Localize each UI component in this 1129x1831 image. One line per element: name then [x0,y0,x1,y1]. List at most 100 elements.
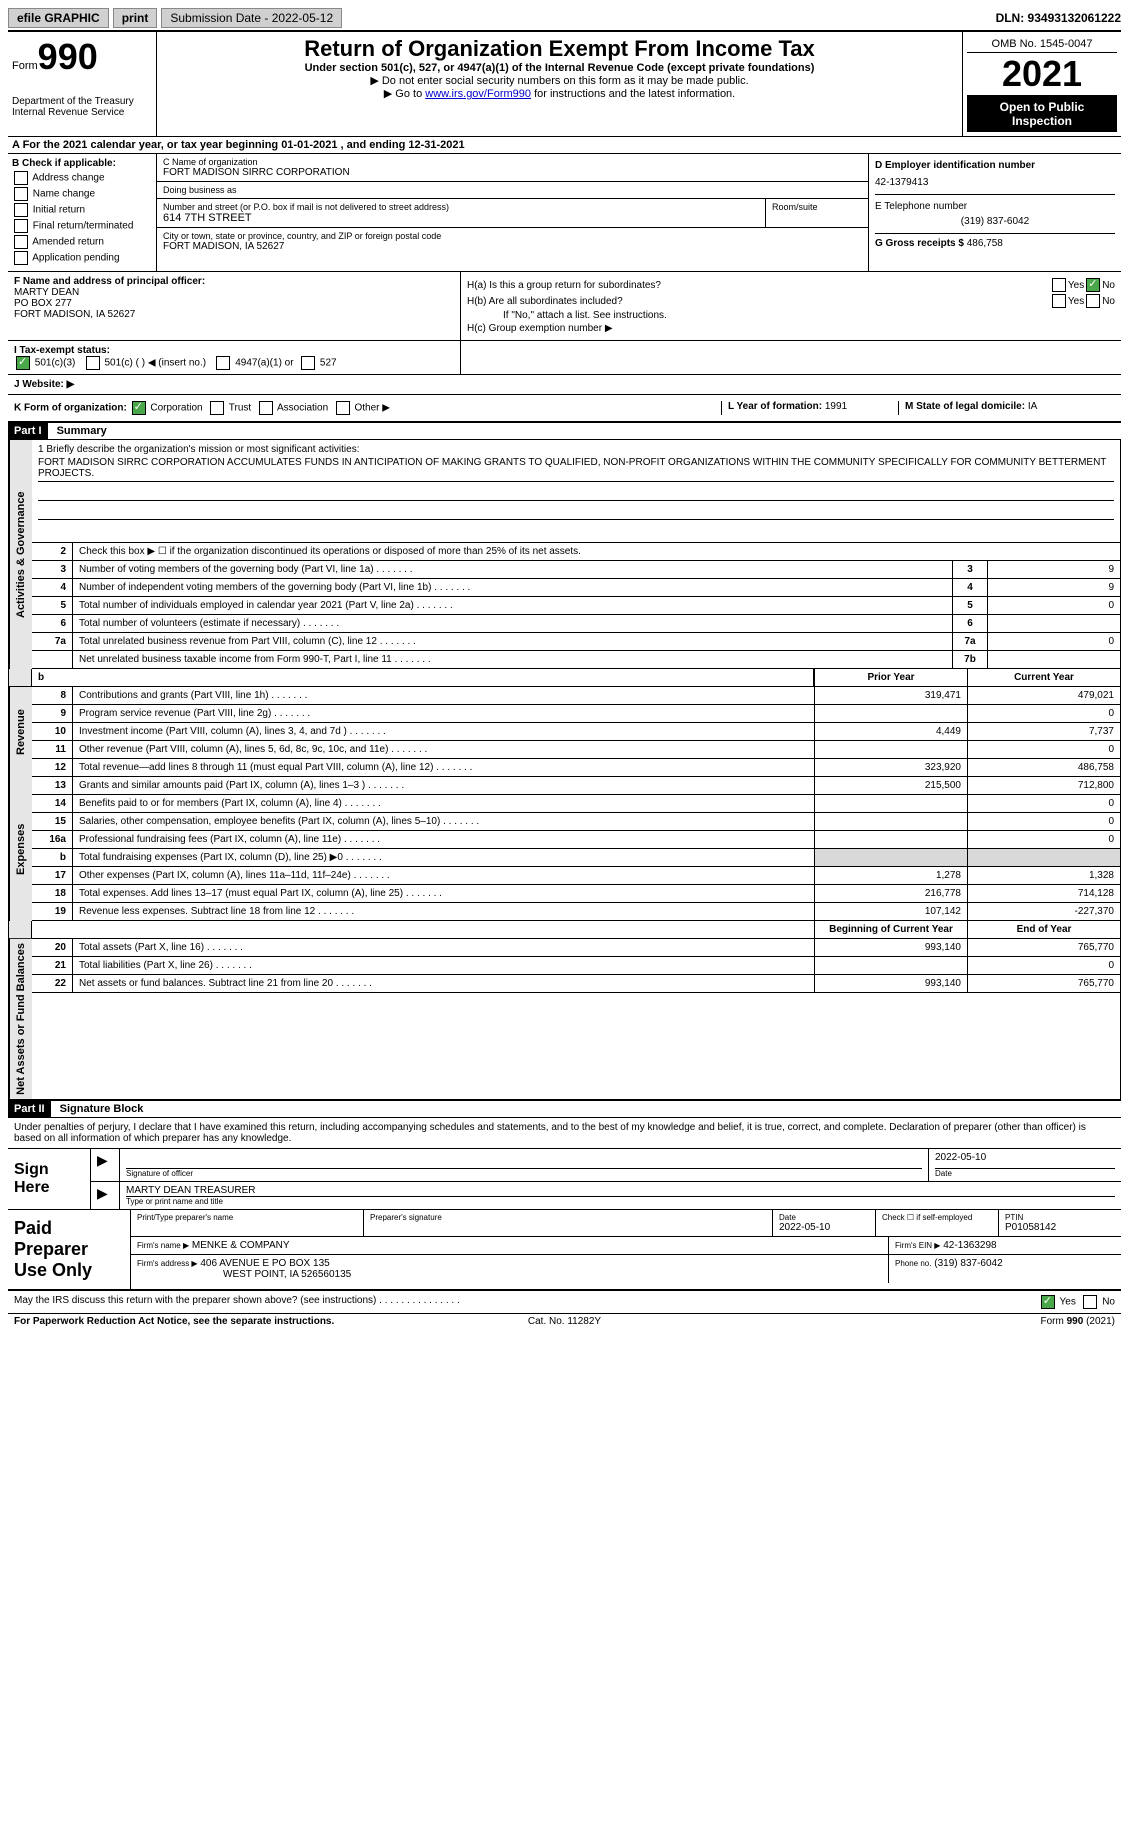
hb-no[interactable] [1086,294,1100,308]
form-header: Form990 Department of the Treasury Inter… [8,32,1121,137]
table-row: 9Program service revenue (Part VIII, lin… [32,705,1120,723]
block-fh: F Name and address of principal officer:… [8,272,1121,341]
open-inspection: Open to Public Inspection [967,96,1117,132]
header-left: Form990 Department of the Treasury Inter… [8,32,157,136]
box-b: B Check if applicable: Address change Na… [8,154,157,271]
chk-assoc[interactable] [259,401,273,415]
form-org-label: K Form of organization: [14,403,127,414]
ein-value: 42-1379413 [875,177,1115,188]
table-row: 7aTotal unrelated business revenue from … [32,633,1120,651]
table-row: 13Grants and similar amounts paid (Part … [32,777,1120,795]
table-row: 14Benefits paid to or for members (Part … [32,795,1120,813]
paperwork-notice: For Paperwork Reduction Act Notice, see … [14,1316,381,1327]
table-row: 5Total number of individuals employed in… [32,597,1120,615]
form-title: Return of Organization Exempt From Incom… [165,36,954,62]
chk-501c[interactable] [86,356,100,370]
paid-preparer-block: Paid Preparer Use Only Print/Type prepar… [8,1210,1121,1291]
omb-number: OMB No. 1545-0047 [967,36,1117,53]
line-i: I Tax-exempt status: 501(c)(3) 501(c) ( … [8,341,1121,375]
gross-value: 486,758 [967,238,1003,249]
sig-name: MARTY DEAN TREASURER [126,1185,1115,1197]
chk-other[interactable] [336,401,350,415]
chk-trust[interactable] [210,401,224,415]
line-a: A For the 2021 calendar year, or tax yea… [8,137,1121,154]
block-bcd: B Check if applicable: Address change Na… [8,154,1121,272]
discuss-row: May the IRS discuss this return with the… [8,1291,1121,1314]
tax-year: 2021 [967,53,1117,96]
col-current: Current Year [967,669,1120,686]
officer-name: MARTY DEAN [14,287,454,298]
q1-label: 1 Briefly describe the organization's mi… [38,444,1114,455]
sig-declaration: Under penalties of perjury, I declare th… [8,1118,1121,1149]
table-row: Net unrelated business taxable income fr… [32,651,1120,669]
city-label: City or town, state or province, country… [163,231,862,241]
table-row: 22Net assets or fund balances. Subtract … [32,975,1120,993]
table-row: 15Salaries, other compensation, employee… [32,813,1120,831]
chk-527[interactable] [301,356,315,370]
table-row: 8Contributions and grants (Part VIII, li… [32,687,1120,705]
table-row: 12Total revenue—add lines 8 through 11 (… [32,759,1120,777]
box-c: C Name of organization FORT MADISON SIRR… [157,154,869,271]
dln-label: DLN: 93493132061222 [996,11,1121,25]
phone-label: E Telephone number [875,201,1115,212]
chk-address-change[interactable]: Address change [12,171,152,185]
table-row: 11Other revenue (Part VIII, column (A), … [32,741,1120,759]
tab-net-assets: Net Assets or Fund Balances [9,939,32,1099]
firm-addr2: WEST POINT, IA 526560135 [223,1269,351,1280]
row-2: 2 Check this box ▶ ☐ if the organization… [32,543,1120,561]
dba-label: Doing business as [163,185,862,195]
addr-value: 614 7TH STREET [163,212,759,224]
chk-application-pending[interactable]: Application pending [12,251,152,265]
form-subtitle: Under section 501(c), 527, or 4947(a)(1)… [165,62,954,74]
discuss-no[interactable] [1083,1295,1097,1309]
chk-4947[interactable] [216,356,230,370]
self-emp-label: Check ☐ if self-employed [882,1213,992,1222]
hb-yes[interactable] [1052,294,1066,308]
phone-value: (319) 837-6042 [875,216,1115,227]
line-j: J Website: ▶ [8,375,1121,395]
tab-revenue: Revenue [9,687,32,777]
chk-corp[interactable] [132,401,146,415]
submission-date: Submission Date - 2022-05-12 [161,8,342,28]
table-row: 21Total liabilities (Part X, line 26)0 [32,957,1120,975]
line-k: K Form of organization: Corporation Trus… [8,395,1121,423]
table-row: 3Number of voting members of the governi… [32,561,1120,579]
print-button[interactable]: print [113,8,158,28]
chk-501c3[interactable] [16,356,30,370]
sig-date: 2022-05-10 [935,1152,1115,1169]
instr-link: ▶ Go to www.irs.gov/Form990 for instruct… [165,87,954,100]
section-net-assets: Net Assets or Fund Balances 20Total asse… [8,939,1121,1101]
table-row: 10Investment income (Part VIII, column (… [32,723,1120,741]
ha-no[interactable] [1086,278,1100,292]
form-word: Form [12,60,38,72]
chk-final-return[interactable]: Final return/terminated [12,219,152,233]
officer-label: F Name and address of principal officer: [14,276,454,287]
org-name: FORT MADISON SIRRC CORPORATION [163,167,862,178]
discuss-label: May the IRS discuss this return with the… [14,1295,1039,1309]
section-expenses: Expenses 13Grants and similar amounts pa… [8,777,1121,921]
bottom-row: For Paperwork Reduction Act Notice, see … [8,1314,1121,1329]
year-formation: 1991 [825,401,847,412]
efile-badge: efile GRAPHIC [8,8,109,28]
firm-phone: (319) 837-6042 [934,1258,1002,1269]
mission-block: 1 Briefly describe the organization's mi… [32,440,1120,543]
box-b-label: B Check if applicable: [12,158,152,169]
state-domicile: IA [1028,401,1037,412]
cat-number: Cat. No. 11282Y [381,1316,748,1327]
chk-name-change[interactable]: Name change [12,187,152,201]
chk-amended-return[interactable]: Amended return [12,235,152,249]
prep-date: 2022-05-10 [779,1222,869,1233]
table-row: bTotal fundraising expenses (Part IX, co… [32,849,1120,867]
col-begin: Beginning of Current Year [814,921,967,938]
part2-header: Part II Signature Block [8,1101,1121,1118]
ha-yes[interactable] [1052,278,1066,292]
room-suite-label: Room/suite [766,199,868,227]
hb-label: H(b) Are all subordinates included? [467,296,1050,307]
tab-activities: Activities & Governance [9,440,32,669]
col-prior: Prior Year [814,669,967,686]
chk-initial-return[interactable]: Initial return [12,203,152,217]
irs-link[interactable]: www.irs.gov/Form990 [425,88,531,100]
ein-label: D Employer identification number [875,160,1115,171]
instr-ssn: ▶ Do not enter social security numbers o… [165,74,954,87]
discuss-yes[interactable] [1041,1295,1055,1309]
